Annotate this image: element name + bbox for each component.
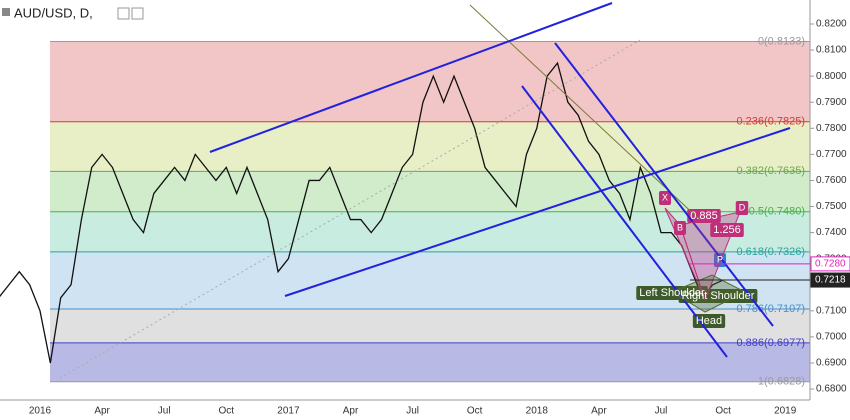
price-tag-label: 0.7218 [815, 275, 846, 286]
y-tick-label: 0.7700 [816, 149, 847, 160]
fib-label: 0.5(0.7480) [749, 206, 805, 218]
head-shoulders [670, 274, 747, 313]
y-tick-label: 0.7100 [816, 305, 847, 316]
pattern-label: Right Shoulder [682, 290, 755, 302]
fib-label: 0.618(0.7326) [737, 246, 806, 258]
price-tag-label: 0.7280 [815, 259, 846, 270]
pattern-label: 1.256 [713, 224, 741, 236]
y-tick-label: 0.6800 [816, 384, 847, 395]
y-tick-label: 0.6900 [816, 358, 847, 369]
pattern-label: D [739, 202, 746, 212]
fib-band [50, 308, 810, 343]
harmonic-pattern [679, 211, 741, 302]
x-tick-label: Apr [94, 406, 110, 417]
x-tick-label: Jul [158, 406, 171, 417]
icon [2, 8, 10, 16]
channel-line [554, 42, 774, 327]
y-tick-label: 0.7900 [816, 97, 847, 108]
pattern-label-box [710, 223, 744, 237]
pattern-label-box [735, 201, 749, 215]
y-tick-label: 0.7800 [816, 123, 847, 134]
pattern-label: P [717, 254, 723, 264]
fib-band [50, 121, 810, 172]
x-tick-label: Oct [219, 406, 235, 417]
pattern-label-box [687, 209, 721, 223]
fib-label: 0.382(0.7635) [737, 165, 806, 177]
y-tick-label: 0.7600 [816, 175, 847, 186]
channel-line [209, 2, 613, 153]
icon [117, 7, 130, 20]
fib-label: 1(0.6828) [758, 376, 805, 388]
x-tick-label: Jul [655, 406, 668, 417]
icon [131, 7, 144, 20]
x-tick-label: Oct [467, 406, 483, 417]
pattern-label-box [678, 289, 758, 303]
y-tick-label: 0.8000 [816, 71, 847, 82]
pattern-label: 0.885 [690, 210, 718, 222]
y-tick-label: 0.8200 [816, 19, 847, 30]
fib-band [50, 342, 810, 382]
x-tick-label: Apr [343, 406, 359, 417]
x-tick-label: Oct [715, 406, 731, 417]
fib-bands [50, 40, 810, 383]
fib-label: 0.886(0.6977) [737, 337, 806, 349]
x-tick-label: Jul [406, 406, 419, 417]
x-tick-label: 2019 [774, 406, 797, 417]
fib-label: 0.786(0.7107) [737, 303, 806, 315]
drawings [59, 2, 791, 379]
x-tick-label: Apr [591, 406, 607, 417]
price-line [0, 61, 724, 364]
price-tag [810, 272, 850, 288]
pattern-label-box [692, 314, 726, 328]
channel-line [284, 127, 791, 297]
pattern-label: Head [696, 315, 722, 327]
price-tag [810, 256, 850, 272]
fib-band [50, 41, 810, 122]
fib-label: 0.236(0.7825) [737, 116, 806, 128]
y-tick-label: 0.7500 [816, 201, 847, 212]
fib-band [50, 171, 810, 212]
x-tick-label: 2016 [29, 406, 52, 417]
x-tick-label: 2017 [277, 406, 300, 417]
marks: 0(0.8133) 0.236(0.7825) 0.382(0.7635) 0.5(0… [0, 35, 806, 388]
x-tick-label: 2018 [526, 406, 549, 417]
fib-label: 0(0.8133) [758, 35, 805, 47]
channel-line [521, 85, 728, 358]
pattern-label: X [662, 192, 668, 202]
y-tick-label: 0.8100 [816, 45, 847, 56]
pattern-label: B [677, 222, 683, 232]
y-tick-label: 0.7400 [816, 227, 847, 238]
fib-trend [59, 39, 641, 379]
pattern-label-box [658, 191, 672, 205]
chart-title: AUD/USD, D, [14, 5, 93, 20]
y-tick-label: 0.7000 [816, 332, 847, 343]
pattern-label: Left Shoulder [639, 287, 705, 299]
header: AUD/USD, D, [2, 5, 144, 20]
